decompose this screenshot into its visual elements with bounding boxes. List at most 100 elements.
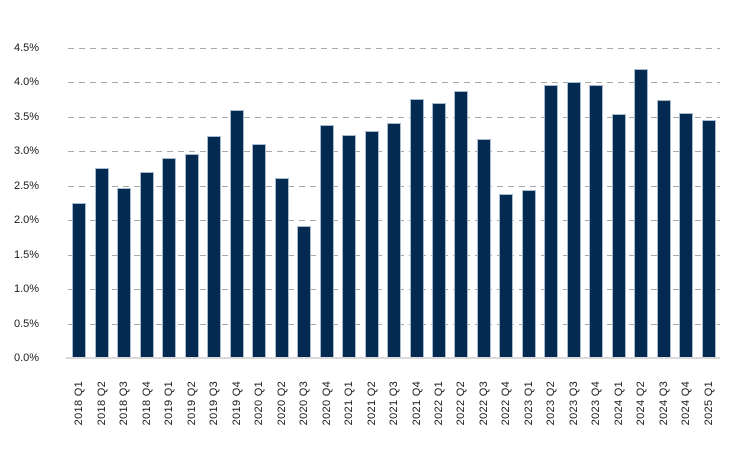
x-tick-slot: 2021 Q4 <box>405 381 427 451</box>
bar-2020-q2 <box>274 178 289 358</box>
bar-2021-q1 <box>342 135 357 358</box>
x-tick-label: 2024 Q4 <box>680 381 693 426</box>
bar-slot <box>428 48 450 358</box>
x-tick-slot: 2020 Q3 <box>293 381 315 451</box>
x-tick-label: 2024 Q3 <box>657 381 670 426</box>
x-tick-slot: 2022 Q1 <box>428 381 450 451</box>
bar-2018-q3 <box>117 187 132 358</box>
x-tick-label: 2021 Q2 <box>365 381 378 426</box>
y-tick-label: 1.5% <box>14 248 40 261</box>
x-tick-slot: 2024 Q2 <box>630 381 652 451</box>
bar-slot <box>90 48 112 358</box>
bar-slot <box>158 48 180 358</box>
y-tick-label: 2.0% <box>14 214 40 227</box>
bar-slot <box>540 48 562 358</box>
bar-2021-q4 <box>409 98 424 358</box>
bar-slot <box>450 48 472 358</box>
bar-slot <box>495 48 517 358</box>
bar-2018-q4 <box>139 172 154 358</box>
x-tick-label: 2020 Q4 <box>320 381 333 426</box>
x-tick-slot: 2021 Q2 <box>360 381 382 451</box>
x-tick-slot: 2018 Q4 <box>135 381 157 451</box>
bar-2020-q4 <box>319 125 334 358</box>
x-tick-label: 2023 Q1 <box>522 381 535 426</box>
x-tick-label: 2018 Q1 <box>73 381 86 426</box>
bar-2019-q4 <box>229 110 244 358</box>
bar-slot <box>698 48 720 358</box>
x-tick-label: 2022 Q2 <box>455 381 468 426</box>
bar-2019-q1 <box>162 157 177 358</box>
bar-slot <box>68 48 90 358</box>
x-tick-slot: 2025 Q1 <box>698 381 720 451</box>
bar-2022-q2 <box>454 91 469 358</box>
x-tick-slot: 2019 Q1 <box>158 381 180 451</box>
bar-series <box>68 48 720 358</box>
x-tick-slot: 2019 Q2 <box>180 381 202 451</box>
bar-2022-q4 <box>499 194 514 358</box>
bar-slot <box>675 48 697 358</box>
bar-2024-q1 <box>611 114 626 358</box>
x-tick-label: 2019 Q2 <box>185 381 198 426</box>
bar-2018-q1 <box>72 203 87 358</box>
bar-2024-q4 <box>679 113 694 358</box>
x-tick-slot: 2020 Q1 <box>248 381 270 451</box>
x-tick-label: 2022 Q4 <box>500 381 513 426</box>
x-tick-label: 2020 Q1 <box>253 381 266 426</box>
x-tick-label: 2025 Q1 <box>702 381 715 426</box>
bar-2020-q3 <box>297 225 312 358</box>
x-tick-label: 2021 Q1 <box>343 381 356 426</box>
x-axis: 2018 Q1 2018 Q2 2018 Q3 2018 Q4 2019 Q1 2019 … <box>68 381 720 451</box>
bar-slot <box>653 48 675 358</box>
x-tick-label: 2023 Q3 <box>567 381 580 426</box>
bar-2024-q3 <box>656 99 671 358</box>
y-tick-label: 0.0% <box>14 352 40 364</box>
bar-slot <box>473 48 495 358</box>
y-tick-label: 3.5% <box>14 110 40 123</box>
bar-2020-q1 <box>252 143 267 358</box>
y-tick-label: 2.5% <box>14 179 40 192</box>
x-tick-label: 2018 Q2 <box>95 381 108 426</box>
bar-2023-q4 <box>589 85 604 358</box>
x-axis-line <box>66 357 720 359</box>
bar-slot <box>563 48 585 358</box>
x-tick-slot: 2022 Q4 <box>495 381 517 451</box>
bar-slot <box>360 48 382 358</box>
x-tick-slot: 2024 Q4 <box>675 381 697 451</box>
bar-slot <box>293 48 315 358</box>
gridline-3.5pct <box>68 116 720 118</box>
x-tick-slot: 2022 Q3 <box>473 381 495 451</box>
y-axis: 4.5% 4.0% 3.5% 3.0% 2.5% 2.0% 1.5% 1.0% 0.5% 0.0% <box>0 42 62 364</box>
bar-2019-q3 <box>207 136 222 358</box>
x-tick-slot: 2018 Q3 <box>113 381 135 451</box>
bar-slot <box>315 48 337 358</box>
x-tick-label: 2022 Q1 <box>432 381 445 426</box>
x-tick-label: 2024 Q2 <box>635 381 648 426</box>
bar-2025-q1 <box>701 120 716 358</box>
x-tick-label: 2019 Q4 <box>230 381 243 426</box>
x-tick-slot: 2019 Q4 <box>225 381 247 451</box>
x-tick-slot: 2020 Q4 <box>315 381 337 451</box>
x-tick-slot: 2022 Q2 <box>450 381 472 451</box>
bar-2023-q1 <box>521 189 536 358</box>
bar-slot <box>608 48 630 358</box>
x-tick-label: 2021 Q4 <box>410 381 423 426</box>
gridline-4.0pct <box>68 82 720 84</box>
plot-area <box>66 48 720 359</box>
x-tick-label: 2023 Q4 <box>590 381 603 426</box>
bar-slot <box>248 48 270 358</box>
bar-slot <box>383 48 405 358</box>
x-tick-slot: 2020 Q2 <box>270 381 292 451</box>
bar-2023-q2 <box>544 85 559 358</box>
y-tick-label: 4.5% <box>14 42 40 54</box>
bar-slot <box>630 48 652 358</box>
y-tick-label: 4.0% <box>14 76 40 89</box>
bar-slot <box>113 48 135 358</box>
x-tick-slot: 2019 Q3 <box>203 381 225 451</box>
bar-slot <box>203 48 225 358</box>
x-tick-slot: 2018 Q2 <box>90 381 112 451</box>
bar-slot <box>135 48 157 358</box>
bar-slot <box>180 48 202 358</box>
bar-2019-q2 <box>184 154 199 358</box>
x-tick-slot: 2021 Q3 <box>383 381 405 451</box>
